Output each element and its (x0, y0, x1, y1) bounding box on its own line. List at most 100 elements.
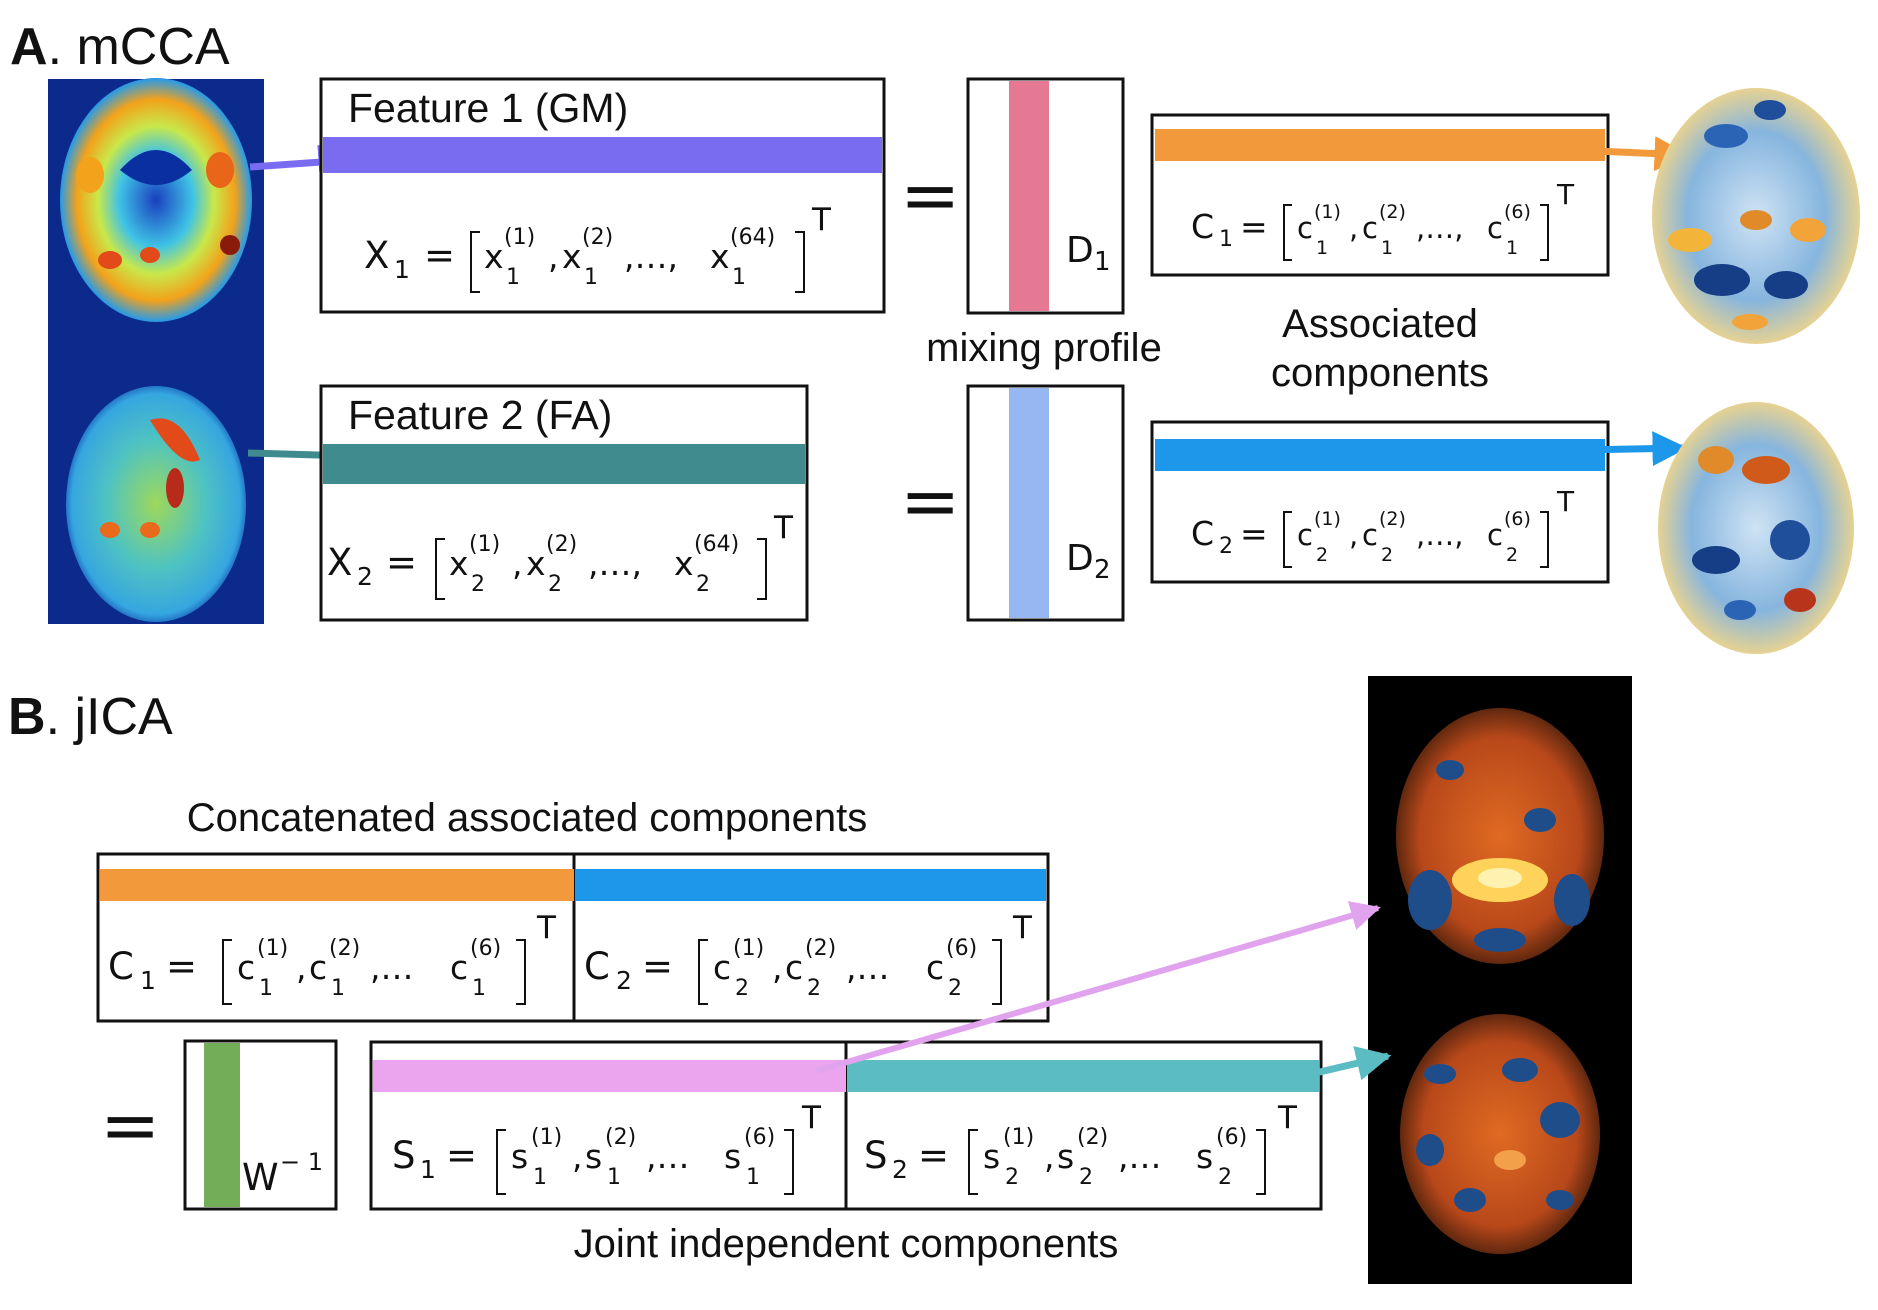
d1-mixing-profile: D 1 (966, 77, 1125, 315)
svg-text:c: c (1487, 518, 1503, 552)
svg-text:T: T (773, 510, 794, 546)
svg-text:1: 1 (1219, 227, 1233, 252)
svg-text:1: 1 (1381, 237, 1393, 259)
svg-text:c: c (1362, 211, 1378, 245)
svg-text:2: 2 (1506, 544, 1518, 566)
svg-text:S: S (864, 1134, 888, 1177)
svg-text:=: = (446, 1134, 477, 1177)
svg-text:c: c (1297, 211, 1313, 245)
svg-text:(2): (2) (605, 1125, 636, 1150)
svg-text:(1): (1) (504, 225, 535, 250)
c2-bar (1155, 439, 1605, 471)
mixing-profile-label: mixing profile (926, 326, 1162, 370)
svg-text:2: 2 (1079, 1165, 1093, 1190)
svg-text:(1): (1) (469, 532, 500, 557)
d1-bar (1009, 81, 1049, 311)
svg-text:2: 2 (357, 562, 373, 591)
panel-b-letter: B (8, 688, 46, 746)
svg-text:(2): (2) (582, 225, 613, 250)
svg-text:1: 1 (1094, 247, 1111, 277)
arrow-s1-to-map (815, 901, 1381, 1074)
panel-a-letter: A (10, 18, 48, 76)
w-inverse-bar (204, 1043, 240, 1207)
svg-text:c: c (1362, 518, 1378, 552)
svg-text:(1): (1) (733, 936, 764, 961)
svg-text:(1): (1) (1314, 508, 1341, 530)
svg-text:,: , (572, 1137, 583, 1176)
svg-text:,…: ,… (646, 1137, 690, 1176)
svg-text:T: T (1277, 1100, 1298, 1136)
svg-text:2: 2 (696, 572, 710, 597)
panel-b-name: . jICA (46, 688, 173, 746)
svg-text:− 1: − 1 (280, 1148, 323, 1176)
svg-text:2: 2 (616, 966, 632, 995)
svg-text:(1): (1) (257, 936, 288, 961)
svg-text:s: s (724, 1137, 741, 1176)
c1-box: C 1 = c (1) 1 , c (2) 1 ,…, c (6) 1 T (1150, 113, 1610, 277)
w-inverse-label: W (242, 1156, 279, 1199)
s2-equation: S 2 = s (1) 2 , s (2) 2 ,… s (6) 2 T (864, 1100, 1298, 1195)
svg-text:s: s (585, 1137, 602, 1176)
svg-text:,: , (296, 948, 307, 987)
svg-text:1: 1 (607, 1165, 621, 1190)
svg-text:,: , (1349, 211, 1358, 245)
svg-text:c: c (713, 948, 731, 987)
svg-text:(6): (6) (744, 1125, 775, 1150)
s1-equation: S 1 = s (1) 1 , s (2) 1 ,… s (6) 1 T (392, 1100, 822, 1195)
s1-bar (373, 1060, 846, 1092)
svg-text:C: C (1191, 207, 1214, 246)
svg-text:=: = (642, 945, 673, 988)
svg-text:=: = (1240, 514, 1268, 553)
svg-text:=: = (1240, 207, 1268, 246)
svg-text:x: x (449, 544, 469, 583)
svg-text:c: c (309, 948, 327, 987)
svg-text:2: 2 (807, 976, 821, 1001)
svg-text:x: x (526, 544, 546, 583)
svg-text:,: , (772, 948, 783, 987)
concat-c2-bar (575, 869, 1046, 901)
feature1-bar (323, 137, 882, 173)
svg-text:C: C (108, 945, 134, 988)
svg-text:=: = (918, 1134, 949, 1177)
svg-text:s: s (1057, 1137, 1074, 1176)
svg-text:1: 1 (1316, 237, 1328, 259)
svg-text:2: 2 (1316, 544, 1328, 566)
d2-mixing-profile: D 2 (966, 384, 1125, 622)
w-inverse-box: W − 1 (183, 1039, 338, 1211)
svg-text:1: 1 (394, 255, 410, 284)
feature2-bar (323, 444, 805, 484)
svg-text:(1): (1) (531, 1125, 562, 1150)
arrow-c2-to-map (1577, 431, 1688, 467)
svg-text:,: , (1349, 518, 1358, 552)
svg-text:,…,: ,…, (624, 237, 678, 276)
svg-text:x: x (710, 237, 730, 276)
svg-text:T: T (1556, 485, 1575, 518)
svg-text:X: X (327, 541, 352, 584)
svg-text:T: T (811, 202, 832, 238)
svg-text:c: c (237, 948, 255, 987)
svg-text:=: = (424, 234, 455, 277)
svg-text:,: , (548, 237, 559, 276)
svg-text:1: 1 (732, 265, 746, 290)
svg-text:(2): (2) (1379, 201, 1406, 223)
svg-text:,…: ,… (1118, 1137, 1162, 1176)
concat-c1-equation: C 1 = c (1) 1 , c (2) 1 ,… c (6) 1 T (108, 910, 557, 1005)
svg-text:,…,: ,…, (588, 544, 642, 583)
jica-output-maps (1368, 676, 1632, 1284)
svg-text:1: 1 (420, 1155, 436, 1184)
c2-component-map (1658, 402, 1854, 654)
svg-text:x: x (562, 237, 582, 276)
svg-text:1: 1 (1506, 237, 1518, 259)
svg-text:1: 1 (472, 976, 486, 1001)
d2-bar (1009, 388, 1049, 618)
equals-sign-2: = (900, 459, 960, 543)
svg-text:(1): (1) (1314, 201, 1341, 223)
panel-a: A. mCCA (10, 18, 1860, 654)
c2-equation: C 2 = c (1) 2 , c (2) 2 ,…, c (6) 2 T (1191, 485, 1575, 568)
gm-brain-image (60, 78, 252, 322)
svg-text:X: X (364, 234, 389, 277)
svg-text:x: x (484, 237, 504, 276)
joint-independent-components-label: Joint independent components (574, 1222, 1119, 1266)
svg-text:T: T (1556, 178, 1575, 211)
c1-bar (1155, 129, 1605, 161)
